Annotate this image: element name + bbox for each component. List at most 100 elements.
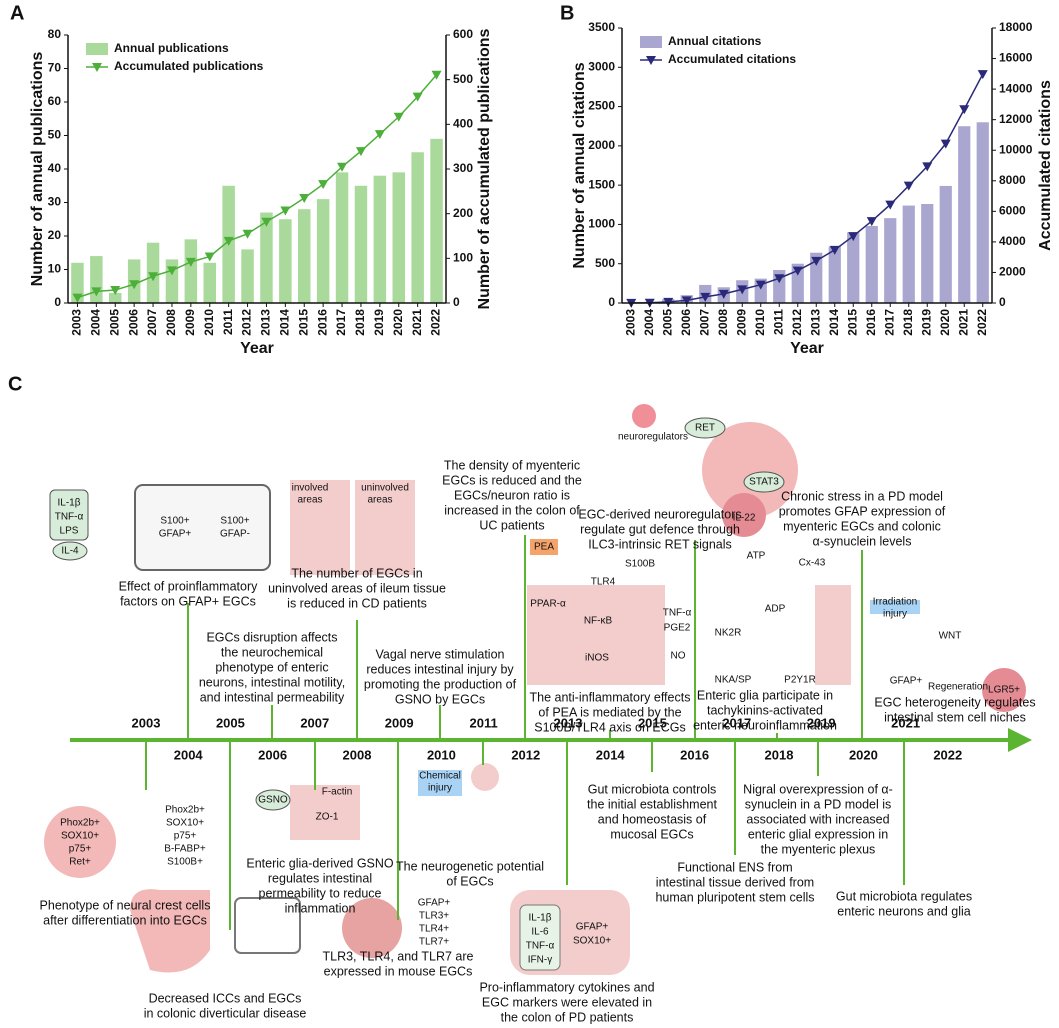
line-marker bbox=[166, 266, 177, 276]
event-text: The density of myenteric bbox=[444, 458, 580, 472]
event-text: phenotype of enteric bbox=[215, 660, 328, 674]
line-marker bbox=[829, 245, 840, 255]
illustration-label: STAT3 bbox=[749, 477, 779, 488]
line-marker bbox=[774, 274, 785, 284]
illustration-label: F-actin bbox=[322, 787, 353, 798]
illustration-label: GFAP+ bbox=[418, 898, 451, 909]
year-label: 2020 bbox=[849, 747, 878, 762]
x-tick-label: 2012 bbox=[240, 309, 254, 336]
x-tick-label: 2022 bbox=[429, 309, 443, 336]
x-tick-label: 2018 bbox=[901, 309, 915, 336]
x-tick-label: 2007 bbox=[145, 309, 159, 336]
y-tick-label: 10 bbox=[48, 262, 62, 276]
cell bbox=[471, 763, 499, 791]
event-text: Gut microbiota regulates bbox=[836, 889, 972, 903]
cell bbox=[44, 806, 116, 878]
event-text: enteric glial expression in bbox=[748, 827, 888, 841]
event-text: Vagal nerve stimulation bbox=[375, 647, 504, 661]
event-text: associated with increased bbox=[746, 812, 889, 826]
x-tick-label: 2019 bbox=[372, 309, 386, 336]
event-text: ILC3-intrinsic RET signals bbox=[588, 537, 732, 551]
y-tick-label: 500 bbox=[595, 256, 615, 270]
x-tick-label: 2014 bbox=[278, 309, 292, 336]
illustration-label: GFAP+ bbox=[890, 676, 923, 687]
x-tick-label: 2018 bbox=[353, 309, 367, 336]
legend-label: Annual publications bbox=[114, 41, 229, 55]
year-label: 2009 bbox=[385, 715, 414, 730]
bar bbox=[976, 122, 989, 304]
y-tick-label: 2500 bbox=[588, 99, 615, 113]
illustration-label: TNF-α bbox=[663, 608, 692, 619]
event-text: Pro-inflammatory cytokines and bbox=[479, 980, 654, 994]
event-text: Functional ENS from bbox=[677, 860, 792, 874]
illustration-label: Cx-43 bbox=[799, 558, 826, 569]
illustration-label: TLR4 bbox=[591, 577, 616, 588]
bar bbox=[109, 292, 122, 303]
line-marker bbox=[355, 147, 366, 157]
illustration-label: RET bbox=[695, 423, 715, 434]
event-text: and homeostasis of bbox=[598, 812, 707, 826]
line-marker bbox=[393, 112, 404, 122]
line-marker bbox=[261, 217, 272, 227]
year-label: 2010 bbox=[427, 747, 456, 762]
event-text: EGCs/neuron ratio is bbox=[454, 488, 570, 502]
y-tick-label: 40 bbox=[48, 161, 62, 175]
event-text: Chronic stress in a PD model bbox=[781, 489, 943, 503]
line-marker bbox=[848, 232, 859, 242]
y2-tick-label: 6000 bbox=[999, 204, 1026, 218]
year-label: 2021 bbox=[891, 715, 920, 730]
x-tick-label: 2021 bbox=[956, 309, 970, 336]
x-tick-label: 2008 bbox=[164, 309, 178, 336]
event-text: GSNO by EGCs bbox=[395, 692, 485, 706]
event-text: synuclein in a PD model is bbox=[745, 797, 892, 811]
event-text: increased in the colon of bbox=[444, 503, 580, 517]
illustration-label: B-FABP+ bbox=[164, 844, 206, 855]
event-text: Decreased ICCs and EGCs bbox=[149, 991, 302, 1005]
bar bbox=[279, 219, 292, 303]
tissue bbox=[290, 480, 350, 575]
tissue bbox=[527, 585, 665, 685]
line-marker bbox=[129, 280, 140, 290]
event-text: after differentiation into EGCs bbox=[43, 913, 207, 927]
event-text: Enteric glia participate in bbox=[697, 688, 833, 702]
illustration-label: TLR4+ bbox=[419, 924, 449, 935]
illustration-label: GFAP+ bbox=[159, 529, 192, 540]
y2-tick-label: 300 bbox=[453, 161, 473, 175]
line-marker bbox=[148, 272, 159, 282]
illustration-label: NO bbox=[671, 651, 686, 662]
illustration-label: p75+ bbox=[174, 831, 197, 842]
tissue bbox=[290, 785, 360, 840]
event-text: of PEA is mediated by the bbox=[538, 705, 681, 719]
legend-label: Accumulated publications bbox=[114, 59, 264, 73]
event-text: intestinal stem cell niches bbox=[884, 710, 1026, 724]
line-marker bbox=[242, 229, 253, 239]
y2-tick-label: 0 bbox=[999, 295, 1006, 309]
y2-tick-label: 2000 bbox=[999, 265, 1026, 279]
x-tick-label: 2005 bbox=[107, 309, 121, 336]
illustration-label: p75+ bbox=[69, 844, 92, 855]
bar bbox=[316, 199, 330, 303]
y-tick-label: 70 bbox=[48, 61, 62, 75]
x-tick-label: 2003 bbox=[623, 309, 637, 336]
illustration-label: Phox2b+ bbox=[60, 818, 100, 829]
event-text: permeability to reduce bbox=[259, 886, 382, 900]
line-marker bbox=[337, 162, 348, 172]
bar bbox=[354, 185, 368, 303]
x-tick-label: 2009 bbox=[734, 309, 748, 336]
event-text: EGCs disruption affects bbox=[206, 630, 337, 644]
event-text: EGC markers were elevated in bbox=[482, 995, 652, 1009]
x-tick-label: 2010 bbox=[753, 309, 767, 336]
timeline-arrow bbox=[1008, 728, 1032, 752]
colon bbox=[342, 898, 402, 958]
illustration-label: TNF-α bbox=[55, 512, 84, 523]
illustration-label: TNF-α bbox=[526, 941, 555, 952]
y2-tick-label: 600 bbox=[453, 27, 473, 41]
x-tick-label: 2022 bbox=[975, 309, 989, 336]
illustration-label: ZO-1 bbox=[316, 812, 339, 823]
illustration-label: IL-1β bbox=[529, 913, 552, 924]
line-marker bbox=[940, 139, 951, 149]
y2-tick-label: 400 bbox=[453, 117, 473, 131]
line-marker bbox=[223, 236, 234, 246]
bar bbox=[865, 226, 878, 303]
